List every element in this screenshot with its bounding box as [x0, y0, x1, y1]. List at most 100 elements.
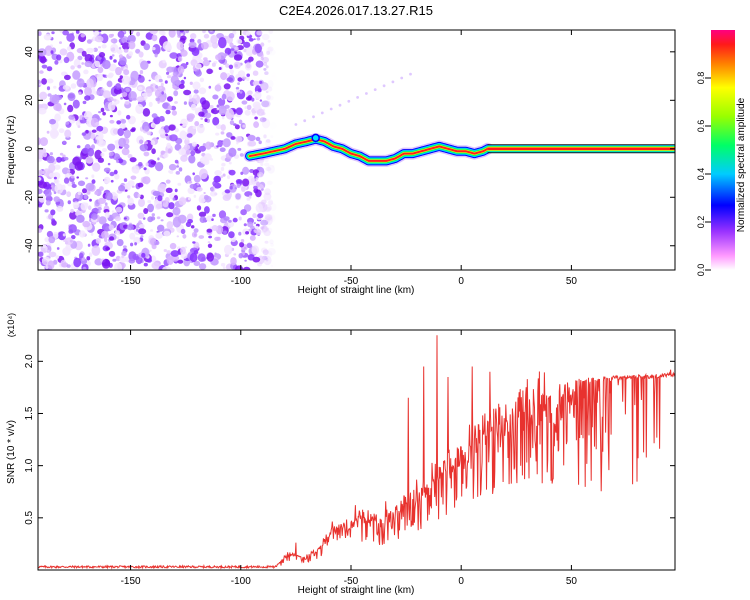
noise-speckle — [177, 65, 185, 74]
noise-speckle — [72, 201, 80, 209]
noise-speckle — [202, 30, 206, 34]
noise-speckle — [48, 163, 56, 173]
noise-speckle — [265, 65, 269, 69]
noise-speckle — [188, 180, 193, 184]
noise-speckle — [238, 253, 244, 259]
noise-speckle — [151, 196, 155, 200]
noise-speckle — [220, 262, 226, 267]
noise-speckle — [218, 67, 222, 70]
noise-speckle — [75, 211, 80, 217]
noise-speckle — [67, 169, 71, 173]
noise-speckle — [116, 159, 119, 164]
noise-speckle — [124, 189, 128, 192]
noise-speckle — [174, 188, 178, 193]
noise-speckle — [160, 82, 164, 87]
noise-speckle — [198, 145, 206, 152]
noise-speckle — [263, 68, 267, 71]
noise-speckle — [130, 175, 137, 180]
noise-speckle — [218, 37, 227, 49]
noise-speckle — [64, 129, 72, 138]
noise-speckle — [111, 210, 115, 213]
noise-speckle — [263, 62, 268, 66]
noise-speckle — [264, 162, 270, 167]
noise-speckle — [229, 185, 233, 190]
noise-speckle — [246, 197, 251, 201]
ridge-blob — [311, 133, 320, 143]
noise-speckle — [197, 253, 206, 262]
noise-speckle — [236, 45, 244, 51]
noise-speckle — [120, 119, 127, 124]
noise-speckle — [110, 39, 114, 43]
y-tick-label: 1.5 — [24, 406, 35, 420]
noise-speckle — [50, 209, 56, 216]
noise-speckle — [261, 85, 266, 91]
noise-speckle — [187, 187, 195, 195]
noise-speckle — [194, 121, 200, 127]
noise-speckle — [126, 114, 131, 120]
noise-speckle — [161, 91, 165, 95]
noise-speckle — [225, 63, 230, 68]
noise-speckle — [199, 216, 206, 224]
noise-speckle — [188, 98, 193, 102]
noise-speckle — [227, 175, 231, 180]
noise-speckle — [116, 120, 122, 125]
noise-speckle — [71, 184, 77, 188]
noise-speckle — [49, 152, 54, 156]
noise-speckle — [214, 170, 222, 176]
noise-speckle — [233, 123, 237, 126]
noise-speckle — [257, 213, 264, 219]
noise-speckle — [150, 229, 154, 232]
noise-speckle — [166, 66, 174, 73]
noise-speckle — [259, 117, 267, 123]
noise-speckle — [263, 204, 272, 213]
noise-speckle — [186, 213, 194, 222]
noise-speckle — [47, 249, 50, 253]
noise-speckle — [119, 56, 127, 66]
noise-speckle — [239, 242, 245, 248]
noise-speckle — [192, 125, 197, 129]
noise-speckle — [102, 148, 107, 152]
noise-speckle — [46, 230, 54, 238]
noise-speckle — [93, 47, 98, 52]
noise-speckle — [251, 97, 255, 102]
noise-speckle — [101, 230, 109, 239]
noise-speckle — [347, 99, 351, 103]
noise-speckle — [93, 139, 97, 144]
noise-speckle — [180, 35, 187, 41]
noise-speckle — [53, 191, 57, 194]
noise-speckle — [123, 48, 129, 53]
noise-speckle — [255, 60, 264, 68]
noise-speckle — [241, 186, 246, 192]
noise-speckle — [127, 195, 131, 199]
noise-speckle — [252, 213, 257, 219]
noise-speckle — [204, 118, 208, 123]
noise-speckle — [199, 168, 208, 180]
noise-speckle — [138, 228, 147, 235]
noise-speckle — [263, 100, 271, 108]
chart-title: C2E4.2026.017.13.27.R15 — [279, 3, 433, 18]
noise-speckle — [234, 46, 239, 51]
noise-speckle — [269, 215, 275, 221]
noise-speckle — [252, 70, 259, 76]
noise-speckle — [228, 219, 232, 223]
noise-speckle — [104, 202, 108, 206]
noise-speckle — [244, 106, 247, 110]
noise-speckle — [59, 152, 64, 156]
noise-speckle — [233, 54, 243, 61]
noise-speckle — [235, 86, 240, 90]
noise-speckle — [257, 88, 262, 93]
colorbar-tick-label: 0.2 — [696, 216, 706, 229]
noise-speckle — [212, 213, 216, 217]
noise-speckle — [229, 120, 235, 126]
noise-speckle — [81, 62, 85, 65]
noise-speckle — [170, 250, 180, 257]
noise-speckle — [38, 181, 48, 189]
noise-speckle — [320, 111, 324, 115]
noise-speckle — [219, 147, 226, 152]
noise-speckle — [140, 60, 149, 70]
noise-speckle — [97, 197, 106, 204]
noise-speckle — [260, 56, 264, 61]
noise-speckle — [196, 124, 205, 134]
noise-speckle — [38, 107, 47, 115]
noise-speckle — [91, 207, 100, 215]
